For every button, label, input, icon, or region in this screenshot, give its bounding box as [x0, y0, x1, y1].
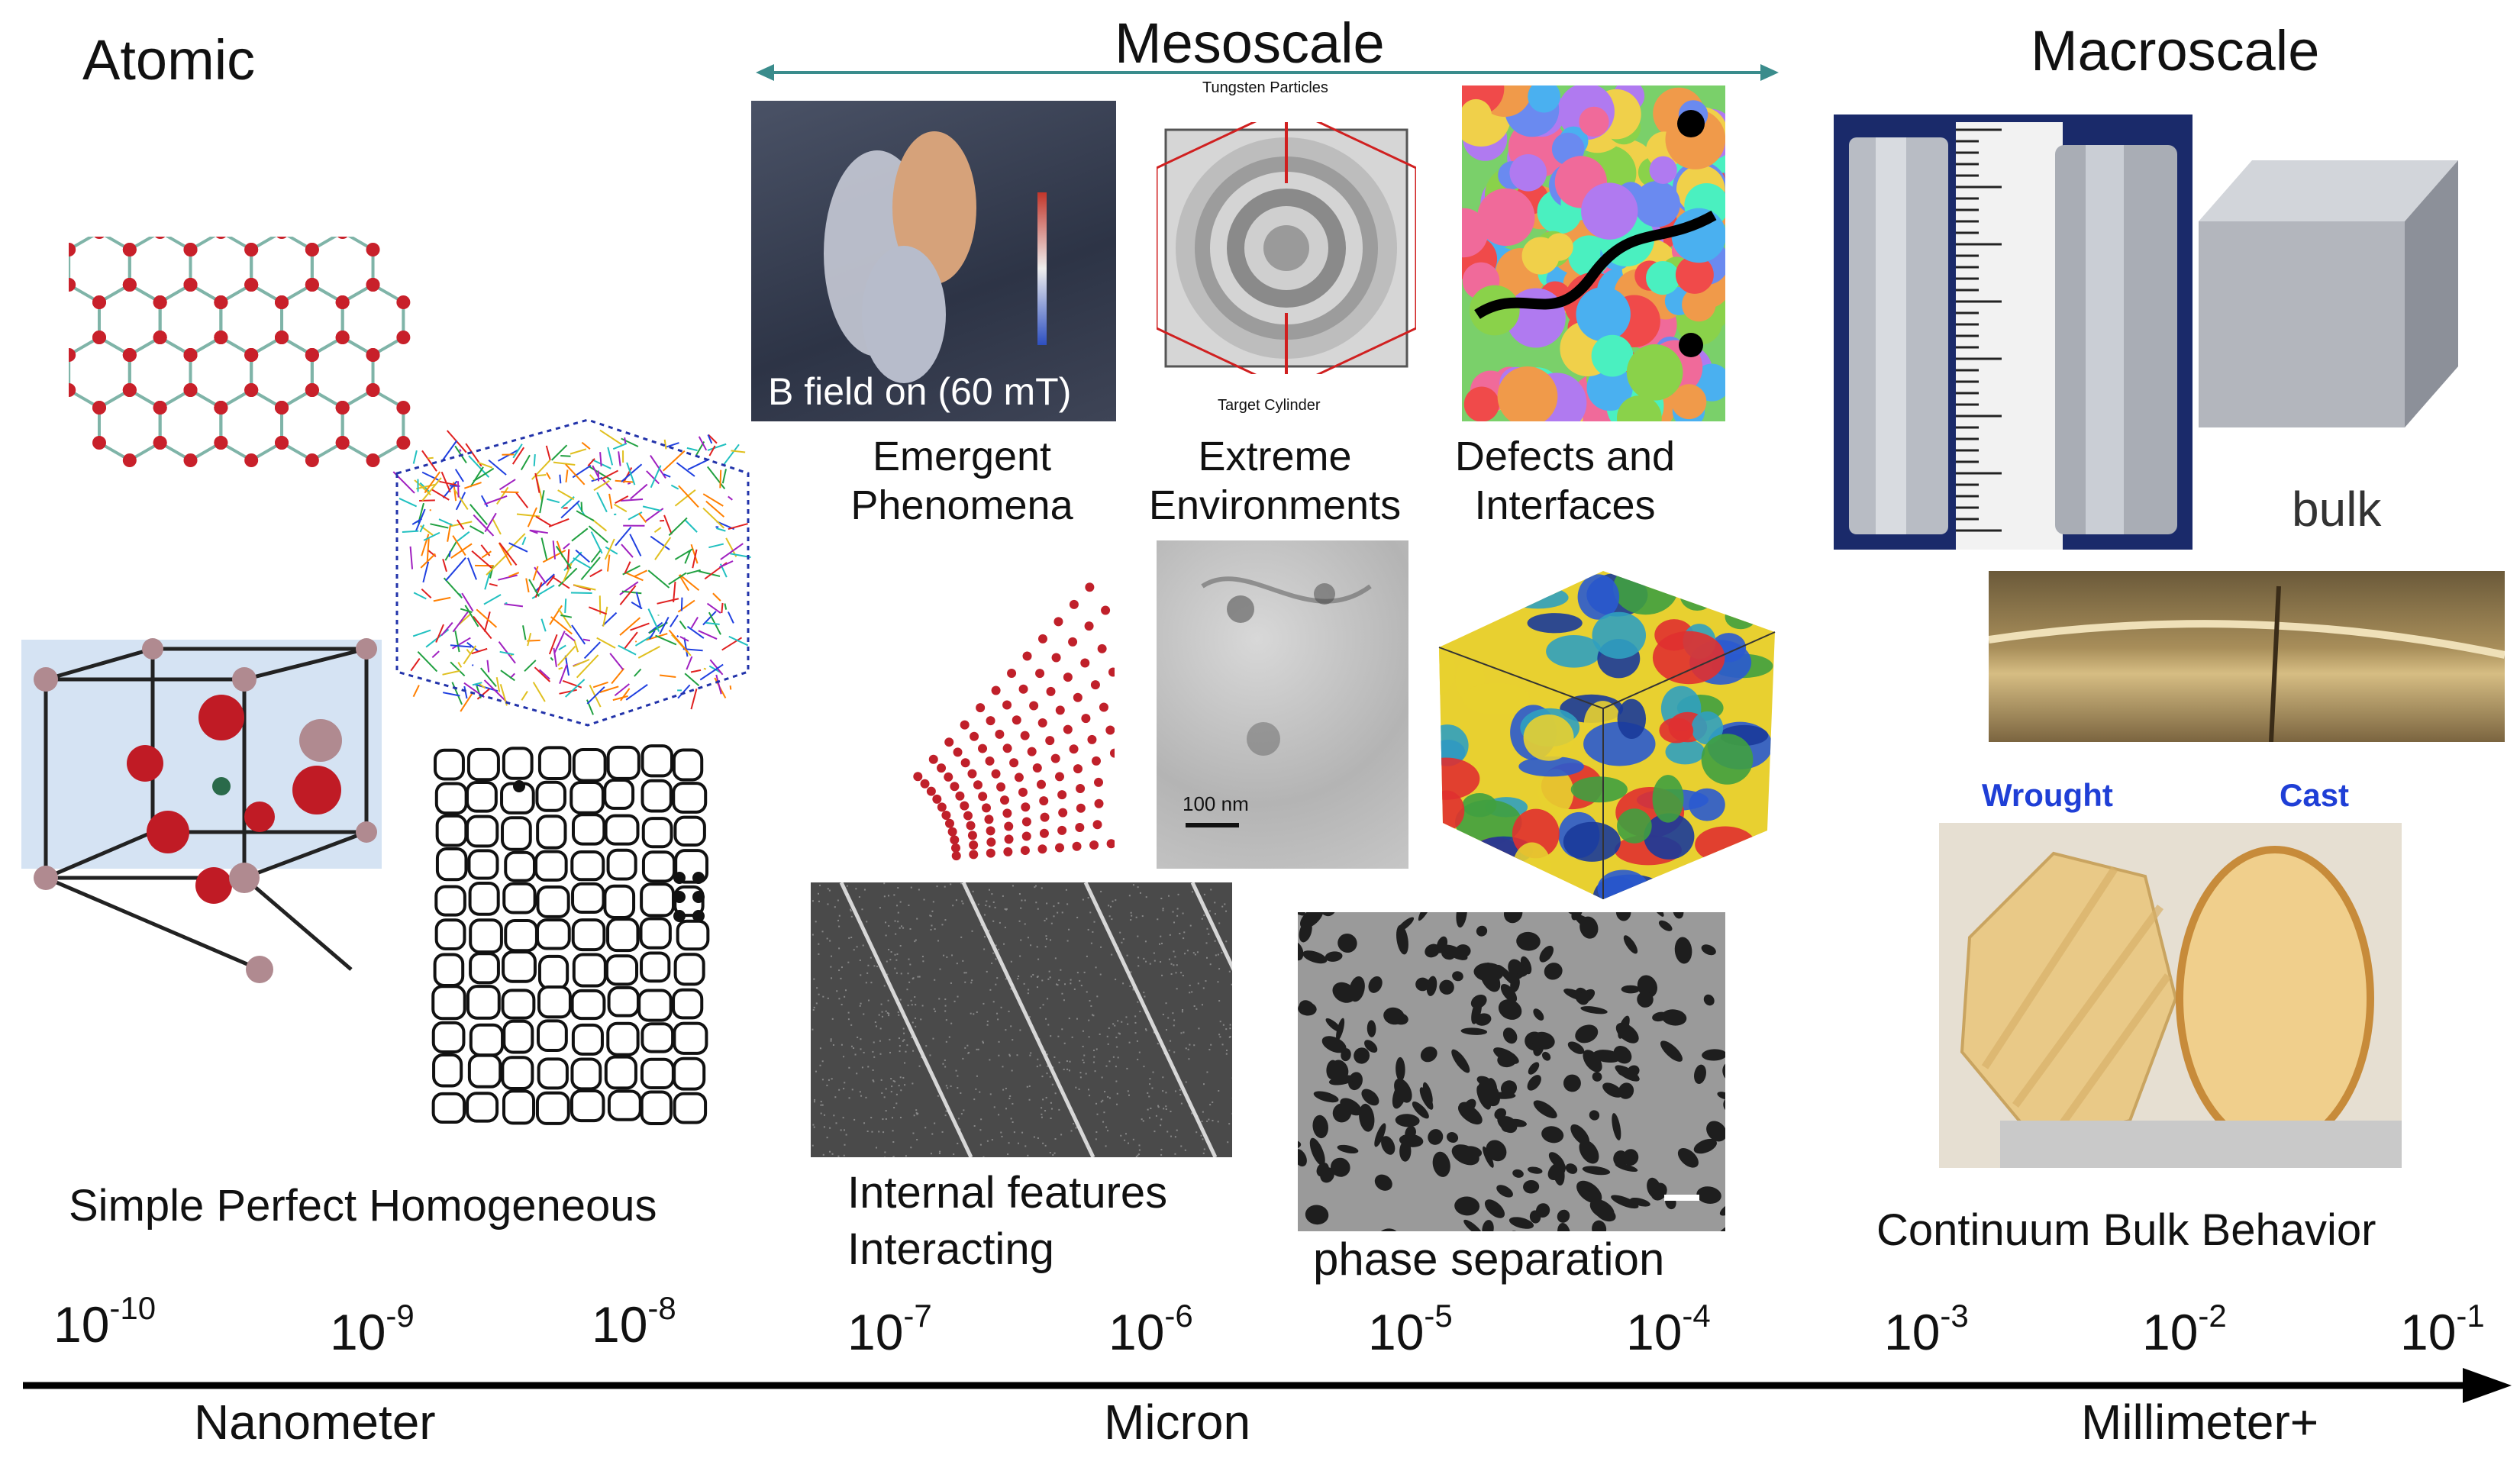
nanometer-label: Nanometer [194, 1395, 436, 1450]
scale-tick-5: 10-6 [1108, 1298, 1193, 1360]
polycrystal-cube-image [1438, 571, 1776, 899]
target-label: Target Cylinder [1218, 397, 1321, 414]
wrought-cast-photo [1939, 823, 2402, 1168]
emergent-phenomena-caption: Emergent Phenomena [850, 434, 1073, 528]
macroscale-heading: Macroscale [2031, 19, 2320, 82]
cellular-network-image [431, 744, 710, 1125]
scale-bar-label: 100 nm [1183, 792, 1249, 815]
millimeter-label: Millimeter+ [2081, 1395, 2319, 1450]
fractured-metal-photo [1989, 571, 2505, 742]
phase-separation-image [1298, 912, 1725, 1231]
scale-tick-4: 10-7 [847, 1298, 932, 1360]
mesoscale-heading: Mesoscale [1115, 11, 1385, 75]
honeycomb-lattice-image [69, 237, 411, 467]
polymer-network-cube-image [392, 418, 751, 727]
scale-tick-1: 10-10 [53, 1290, 156, 1353]
tungsten-ring-image: Tungsten Particles Target Cylinder [1157, 76, 1416, 420]
mesoscale-range-arrow [756, 64, 1779, 81]
scale-tick-3: 10-8 [592, 1290, 676, 1353]
wrought-label: Wrought [1982, 777, 2113, 813]
scale-tick-10: 10-1 [2400, 1298, 2485, 1360]
b-field-image: B field on (60 mT) [751, 101, 1116, 421]
scale-axis-arrow [23, 1368, 2512, 1403]
scale-tick-7: 10-4 [1626, 1298, 1711, 1360]
bulk-block-image [2199, 160, 2458, 427]
defects-interfaces-caption: Defects and Interfaces [1454, 434, 1676, 528]
cast-label: Cast [2280, 777, 2350, 813]
micron-label: Micron [1104, 1395, 1251, 1450]
internal-features-caption: Internal features Interacting [847, 1168, 1168, 1274]
bulk-caption: bulk [2292, 482, 2382, 537]
atomic-heading: Atomic [82, 28, 256, 92]
scale-tick-6: 10-5 [1368, 1298, 1453, 1360]
scale-tick-8: 10-3 [1884, 1298, 1969, 1360]
metal-cylinders-photo [1834, 115, 2192, 550]
tem-micrograph-image: 100 nm [1157, 540, 1408, 869]
scale-tick-2: 10-9 [330, 1298, 415, 1360]
phase-separation-caption: phase separation [1313, 1234, 1665, 1285]
continuum-bulk-caption: Continuum Bulk Behavior [1876, 1205, 2376, 1255]
grain-boundary-atoms-image [913, 582, 1115, 861]
internal-features-image [811, 882, 1232, 1157]
defects-grain-image [1462, 85, 1725, 421]
tungsten-label: Tungsten Particles [1202, 79, 1328, 96]
b-field-label: B field on (60 mT) [768, 370, 1072, 413]
extreme-environments-caption: Extreme Environments [1148, 434, 1402, 528]
simple-perfect-caption: Simple Perfect Homogeneous [69, 1181, 657, 1231]
unit-cell-image [34, 638, 377, 983]
scale-tick-9: 10-2 [2142, 1298, 2227, 1360]
